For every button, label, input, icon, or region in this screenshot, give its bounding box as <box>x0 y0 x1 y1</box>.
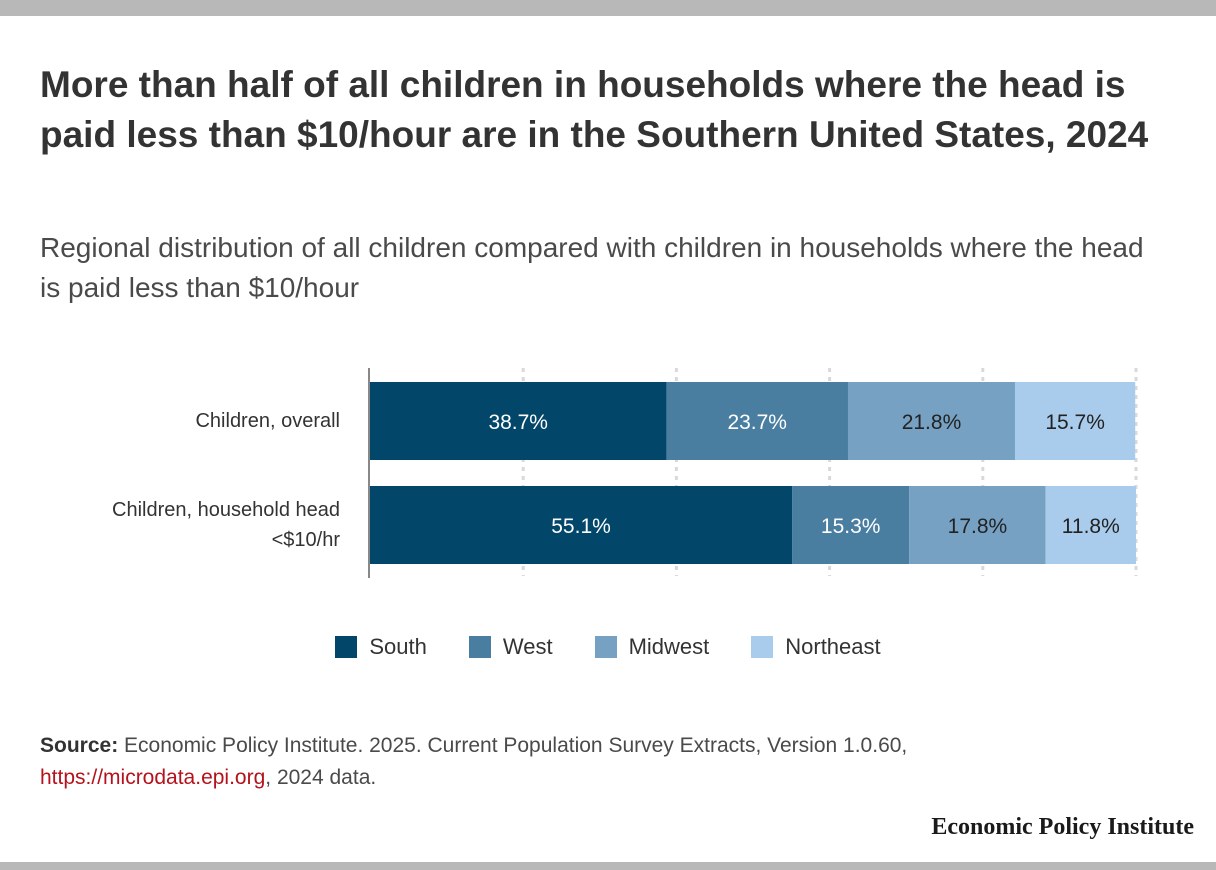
legend-swatch <box>751 636 774 658</box>
bar-segment <box>666 382 848 460</box>
chart-subtitle: Regional distribution of all children co… <box>40 232 1144 303</box>
bar-segment <box>1045 486 1136 564</box>
data-label: 38.7% <box>488 411 548 434</box>
category-label: <$10/hr <box>272 529 341 551</box>
bar-segment <box>909 486 1046 564</box>
category-label: Children, overall <box>195 410 340 432</box>
bottom-band <box>0 862 1216 870</box>
legend-swatch <box>468 636 491 658</box>
source-link[interactable]: https://microdata.epi.org <box>40 766 266 789</box>
data-label: 15.3% <box>821 515 881 538</box>
data-label: 17.8% <box>948 515 1008 538</box>
top-band <box>0 0 1216 16</box>
data-label: 21.8% <box>902 411 962 434</box>
bar-segment <box>370 382 667 460</box>
legend-label: West <box>502 634 553 659</box>
legend-label: Northeast <box>785 634 881 659</box>
legend-swatch <box>594 636 617 658</box>
legend-swatch <box>335 636 358 658</box>
source-label: Source: <box>40 734 119 757</box>
source-tail: , 2024 data. <box>265 766 377 789</box>
legend-label: Midwest <box>628 634 710 659</box>
epi-logo: Economic Policy Institute <box>931 814 1194 840</box>
bar-segment <box>847 382 1015 460</box>
chart-legend: South West Midwest Northeast <box>0 634 1216 660</box>
source-text: Economic Policy Institute. 2025. Current… <box>118 734 908 757</box>
legend-item: West <box>468 634 553 660</box>
legend-label: South <box>369 634 427 659</box>
category-label: Children, household head <box>112 499 340 521</box>
data-label: 23.7% <box>727 411 787 434</box>
bar-segment <box>370 486 793 564</box>
source-note: Source: Economic Policy Institute. 2025.… <box>40 730 1180 794</box>
data-label: 15.7% <box>1045 411 1105 434</box>
stacked-bar-chart: 38.7% 23.7% 21.8% 15.7% Children, overall 55.… <box>112 368 1138 578</box>
data-label: 55.1% <box>551 515 611 538</box>
legend-item: South <box>335 634 427 660</box>
bar-segment <box>792 486 910 564</box>
legend-item: Northeast <box>751 634 881 660</box>
bar-segment <box>1014 382 1136 460</box>
legend-item: Midwest <box>594 634 710 660</box>
chart-title: More than half of all children in househ… <box>40 64 1149 155</box>
data-label: 11.8% <box>1062 515 1120 538</box>
